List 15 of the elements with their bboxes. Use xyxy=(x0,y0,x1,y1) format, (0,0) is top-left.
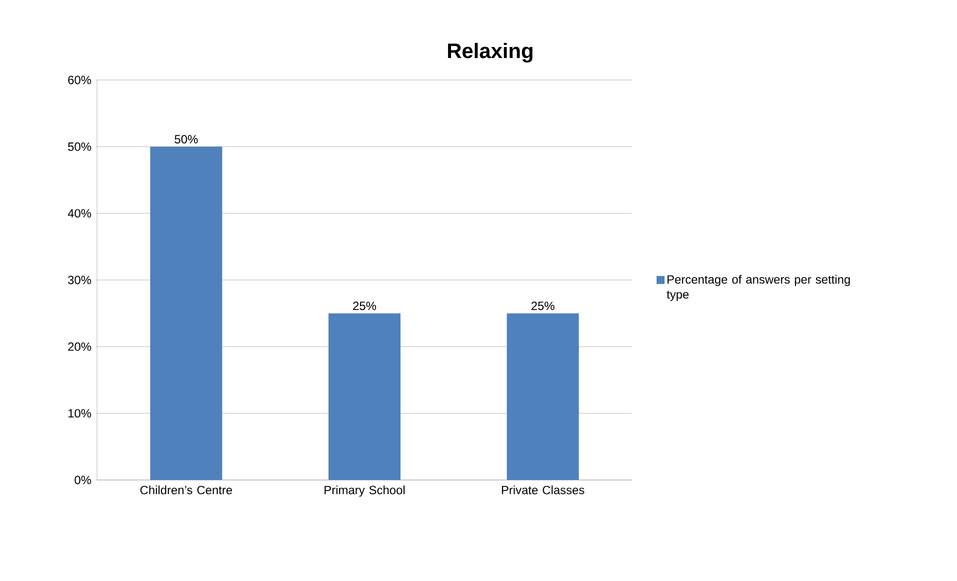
y-tick-label: 0% xyxy=(74,476,92,484)
y-tick-label: 20% xyxy=(68,342,92,351)
data-label: 25% xyxy=(353,302,376,310)
data-label: 25% xyxy=(531,302,554,310)
data-label: 50% xyxy=(174,134,198,144)
y-tick-label: 40% xyxy=(68,209,92,218)
y-tick-label: 10% xyxy=(68,409,92,418)
legend-label: Percentage of answers per setting type xyxy=(666,274,850,301)
x-tick-label: Private Classes xyxy=(502,486,584,494)
chart-title: Relaxing xyxy=(448,42,532,62)
x-tick-label: Primary School xyxy=(324,486,405,497)
y-tick-label: 60% xyxy=(68,76,92,84)
y-tick-label: 50% xyxy=(68,142,92,151)
x-tick-label: Children’s Centre xyxy=(140,486,232,494)
y-tick-label: 30% xyxy=(68,276,92,284)
